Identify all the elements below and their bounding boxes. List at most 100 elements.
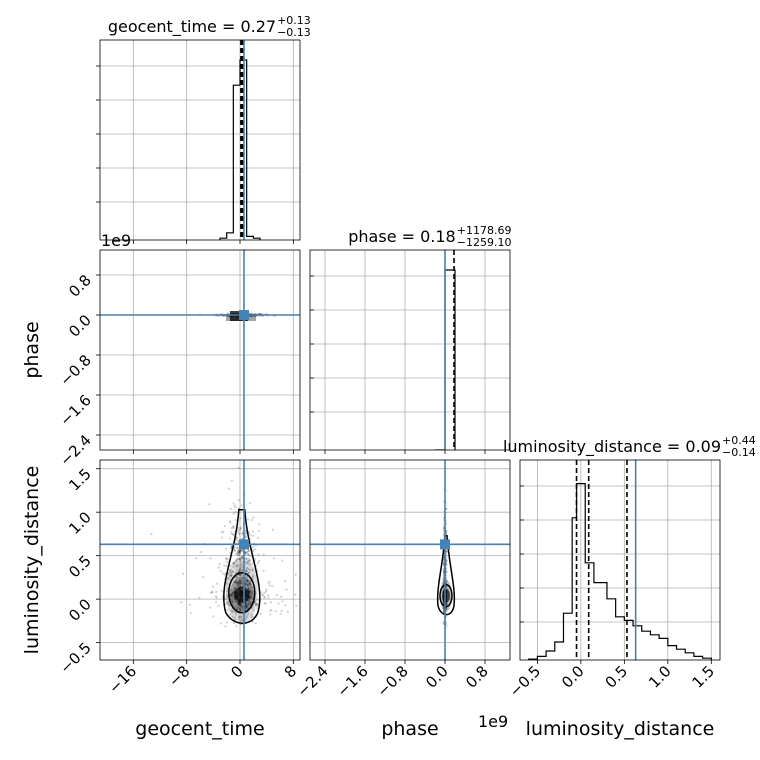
- sample-point: [231, 591, 234, 594]
- sample-point: [230, 574, 233, 577]
- sample-point: [237, 549, 240, 552]
- sample-point: [233, 504, 236, 507]
- sample-point: [441, 581, 445, 585]
- sample-point: [188, 603, 192, 606]
- sample-point: [239, 558, 242, 562]
- tick-label: −0.8: [373, 662, 411, 700]
- sample-point: [250, 594, 253, 598]
- sample-point: [236, 539, 239, 542]
- sample-point: [229, 507, 232, 510]
- sample-point: [237, 507, 240, 510]
- sample-point: [246, 583, 250, 587]
- sample-point: [230, 609, 233, 612]
- sample-point: [240, 555, 244, 558]
- sample-point: [258, 529, 261, 532]
- sample-point: [237, 602, 241, 605]
- sample-point: [225, 594, 229, 597]
- sample-point: [237, 498, 240, 502]
- sample-point: [219, 569, 222, 573]
- density-level-3: [233, 586, 250, 603]
- sample-point: [240, 574, 243, 577]
- sample-point: [248, 532, 251, 535]
- sample-point: [239, 549, 242, 552]
- sample-point: [229, 592, 232, 595]
- sample-point: [244, 602, 247, 605]
- sample-point: [249, 584, 252, 587]
- sample-point: [240, 556, 244, 559]
- sample-point: [249, 582, 253, 585]
- sample-point: [233, 545, 236, 549]
- sample-point: [245, 605, 249, 608]
- sample-point: [229, 564, 232, 567]
- sample-point: [195, 557, 198, 560]
- sample-point: [271, 585, 274, 588]
- sample-point: [257, 553, 260, 556]
- sample-point: [251, 590, 254, 593]
- sample-point: [248, 582, 251, 585]
- sample-point: [247, 571, 250, 574]
- sample-point: [248, 563, 251, 566]
- sample-point: [247, 602, 250, 606]
- y-axis-label-phase: phase: [21, 321, 43, 378]
- sample-point: [254, 603, 258, 607]
- sample-point: [249, 555, 252, 558]
- sample-point: [233, 622, 236, 625]
- sample-point: [262, 569, 265, 572]
- sample-point: [236, 551, 239, 554]
- sample-point: [256, 561, 260, 565]
- sample-point: [445, 602, 448, 605]
- sample-point: [236, 576, 239, 579]
- sample-point: [250, 586, 253, 589]
- sample-point: [267, 596, 270, 599]
- sample-point: [239, 582, 242, 585]
- sample-point: [234, 613, 238, 616]
- sample-point: [225, 621, 228, 624]
- title-sub: −0.13: [277, 26, 311, 39]
- sample-point: [240, 504, 243, 507]
- sample-point: [233, 610, 236, 613]
- sample-point: [246, 604, 249, 607]
- sample-point: [234, 571, 237, 574]
- sample-point: [228, 315, 231, 318]
- sample-point: [245, 532, 248, 535]
- sample-point: [217, 566, 220, 569]
- sample-point: [249, 593, 253, 596]
- title-sup: +0.44: [722, 434, 756, 447]
- contour-outer: [436, 534, 456, 616]
- sample-point: [234, 506, 237, 509]
- sample-point: [225, 564, 228, 568]
- sample-point: [237, 617, 240, 620]
- sample-point: [238, 551, 242, 554]
- sample-point: [248, 580, 251, 583]
- sample-point: [238, 568, 241, 572]
- tick-label: 0.8: [462, 662, 492, 692]
- sample-point: [224, 598, 227, 601]
- sample-point: [239, 549, 243, 552]
- sample-point: [239, 527, 242, 530]
- sample-point: [244, 579, 247, 582]
- sample-point: [230, 572, 233, 575]
- sample-point: [214, 595, 217, 598]
- sample-point: [240, 574, 244, 577]
- sample-point: [238, 568, 241, 571]
- sample-point: [231, 599, 234, 602]
- sample-point: [236, 605, 240, 608]
- sample-point: [254, 602, 258, 605]
- sample-point: [284, 604, 287, 607]
- sample-point: [258, 523, 261, 526]
- sample-point: [223, 564, 226, 567]
- sample-point: [240, 579, 243, 582]
- sample-point: [235, 607, 238, 610]
- sample-point: [241, 569, 244, 573]
- sample-point: [240, 602, 243, 605]
- marks-layer: [100, 40, 712, 660]
- sample-point: [231, 601, 234, 604]
- sample-point: [240, 619, 243, 622]
- sample-point: [239, 526, 242, 529]
- sample-point: [209, 591, 212, 594]
- sample-point: [250, 616, 254, 619]
- sample-point: [247, 588, 251, 591]
- tick-label: 0.5: [602, 662, 632, 692]
- sample-point: [238, 549, 241, 553]
- sample-point: [238, 582, 241, 585]
